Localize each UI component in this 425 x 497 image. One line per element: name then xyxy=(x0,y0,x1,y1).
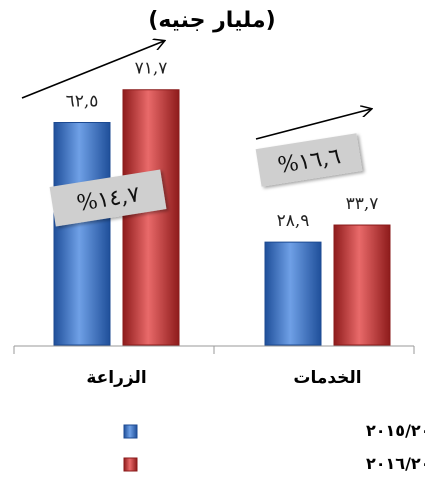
bar xyxy=(265,242,321,345)
bar xyxy=(54,123,110,346)
growth-callout: %١٦,٦ xyxy=(256,133,363,186)
bar xyxy=(123,90,179,345)
legend-swatch xyxy=(124,425,137,438)
x-tick-label: الخدمات xyxy=(293,368,361,388)
data-label: ٧١,٧ xyxy=(135,59,168,79)
x-tick-label: الزراعة xyxy=(86,368,146,388)
bar xyxy=(334,225,390,345)
legend-label: الربع الثانى ٢٠١٥/٢٠١٤ xyxy=(366,421,425,440)
data-label: ٢٨,٩ xyxy=(277,211,310,231)
chart-title: (مليار جنيه) xyxy=(148,8,275,33)
data-label: ٣٣,٧ xyxy=(346,194,379,214)
legend-swatch xyxy=(124,458,137,471)
legend: الربع الثانى ٢٠١٥/٢٠١٤ الربع الثانى ٢٠١٦/… xyxy=(124,421,425,473)
data-label: ٦٢,٥ xyxy=(66,92,99,112)
legend-label: الربع الثانى ٢٠١٦/٢٠١٥ xyxy=(366,454,425,473)
